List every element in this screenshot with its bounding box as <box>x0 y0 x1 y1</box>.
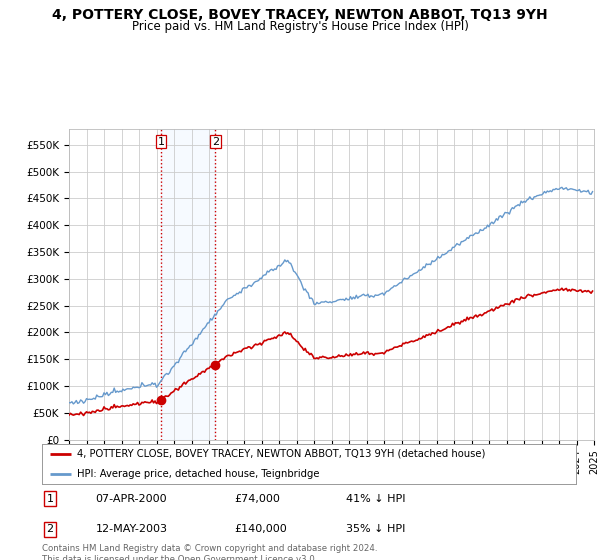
Text: £74,000: £74,000 <box>234 494 280 503</box>
Text: HPI: Average price, detached house, Teignbridge: HPI: Average price, detached house, Teig… <box>77 469 319 479</box>
Text: 41% ↓ HPI: 41% ↓ HPI <box>346 494 406 503</box>
Text: 4, POTTERY CLOSE, BOVEY TRACEY, NEWTON ABBOT, TQ13 9YH: 4, POTTERY CLOSE, BOVEY TRACEY, NEWTON A… <box>52 8 548 22</box>
Text: 1: 1 <box>157 137 164 147</box>
Text: Price paid vs. HM Land Registry's House Price Index (HPI): Price paid vs. HM Land Registry's House … <box>131 20 469 32</box>
Text: 07-APR-2000: 07-APR-2000 <box>95 494 167 503</box>
Text: 35% ↓ HPI: 35% ↓ HPI <box>346 525 406 534</box>
Text: 2: 2 <box>212 137 219 147</box>
Bar <box>161 129 215 440</box>
Text: 1: 1 <box>47 494 53 503</box>
Text: 4, POTTERY CLOSE, BOVEY TRACEY, NEWTON ABBOT, TQ13 9YH (detached house): 4, POTTERY CLOSE, BOVEY TRACEY, NEWTON A… <box>77 449 485 459</box>
Text: 12-MAY-2003: 12-MAY-2003 <box>95 525 167 534</box>
Text: 2: 2 <box>46 525 53 534</box>
Text: Contains HM Land Registry data © Crown copyright and database right 2024.
This d: Contains HM Land Registry data © Crown c… <box>42 544 377 560</box>
Text: £140,000: £140,000 <box>234 525 287 534</box>
